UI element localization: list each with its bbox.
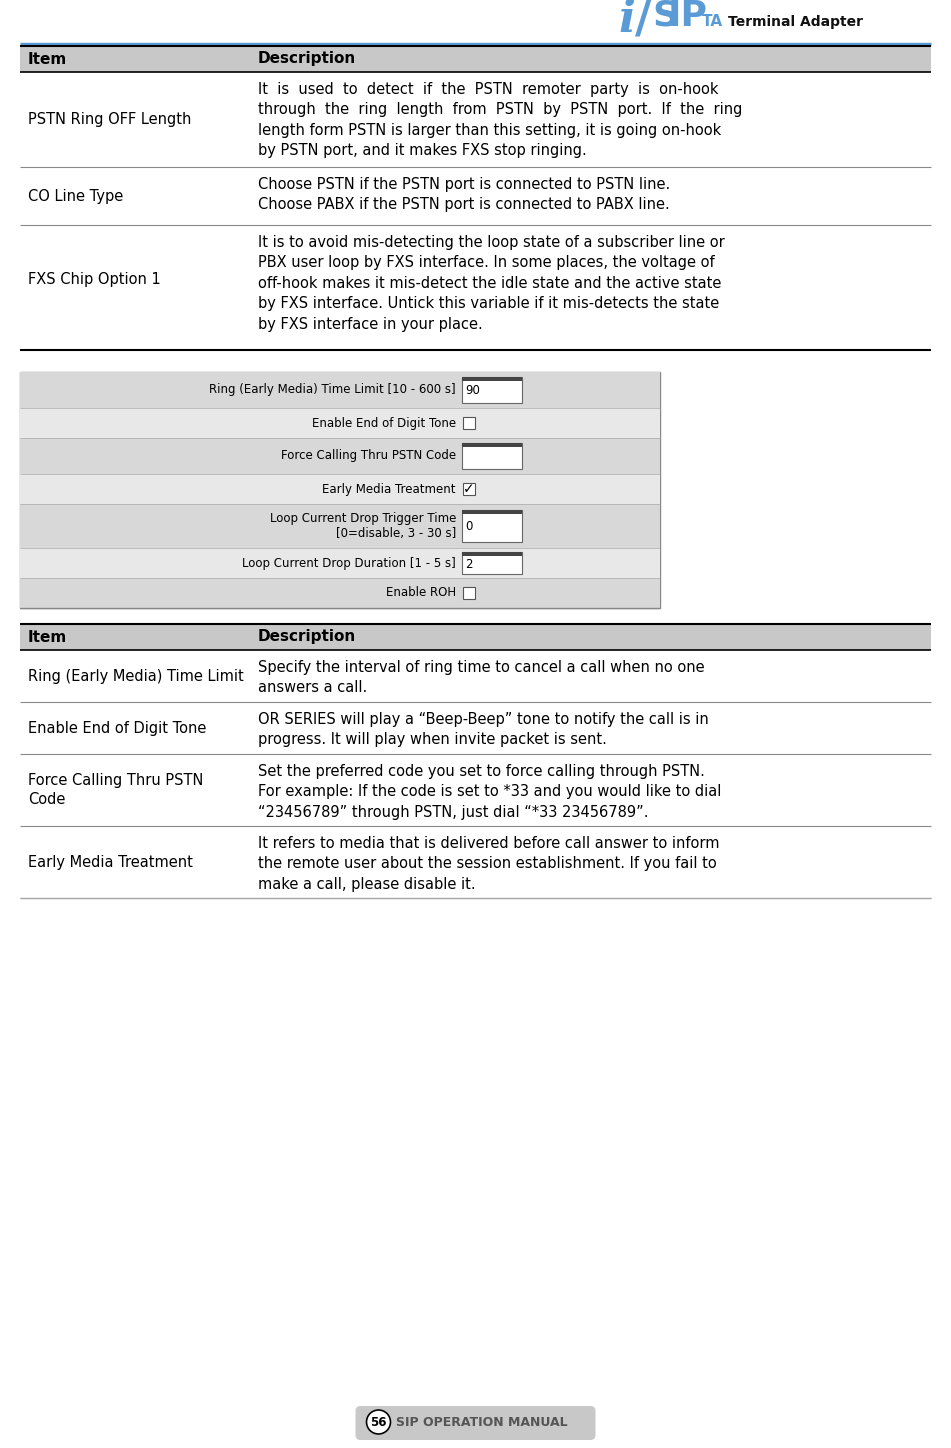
Bar [20, 547, 660, 578]
Bar [462, 510, 522, 514]
Text: CO Line Type: CO Line Type [28, 188, 124, 204]
Bar [20, 437, 660, 473]
Text: Terminal Adapter: Terminal Adapter [728, 14, 863, 29]
Text: IP: IP [668, 0, 708, 33]
Bar [462, 552, 522, 556]
Text: 0: 0 [465, 520, 473, 533]
Text: Loop Current Drop Duration [1 - 5 s]: Loop Current Drop Duration [1 - 5 s] [243, 556, 456, 569]
Bar [20, 72, 931, 167]
Text: OR SERIES will play a “Beep-Beep” tone to notify the call is in
progress. It wil: OR SERIES will play a “Beep-Beep” tone t… [258, 712, 708, 747]
Text: Set the preferred code you set to force calling through PSTN.
For example: If th: Set the preferred code you set to force … [258, 765, 722, 820]
Text: Ring (Early Media) Time Limit: Ring (Early Media) Time Limit [28, 669, 243, 683]
Bar [462, 376, 522, 403]
Text: Enable ROH: Enable ROH [386, 586, 456, 599]
Text: FXS Chip Option 1: FXS Chip Option 1 [28, 272, 161, 287]
FancyBboxPatch shape [356, 1406, 595, 1439]
Bar [463, 586, 475, 599]
Bar [20, 504, 660, 547]
Text: 90: 90 [465, 385, 480, 398]
Text: Enable End of Digit Tone: Enable End of Digit Tone [28, 721, 206, 736]
Bar [463, 417, 475, 429]
Text: It  is  used  to  detect  if  the  PSTN  remoter  party  is  on-hook
through  th: It is used to detect if the PSTN remoter… [258, 83, 743, 158]
Text: Early Media Treatment: Early Media Treatment [322, 482, 456, 495]
Text: Force Calling Thru PSTN
Code: Force Calling Thru PSTN Code [28, 773, 204, 807]
Bar [20, 624, 931, 650]
Text: Ring (Early Media) Time Limit [10 - 600 s]: Ring (Early Media) Time Limit [10 - 600 … [209, 384, 456, 397]
Text: Loop Current Drop Trigger Time
[0=disable, 3 - 30 s]: Loop Current Drop Trigger Time [0=disabl… [270, 513, 456, 540]
Text: Enable End of Digit Tone: Enable End of Digit Tone [312, 417, 456, 430]
Text: SIP OPERATION MANUAL: SIP OPERATION MANUAL [397, 1416, 568, 1429]
Bar [462, 443, 522, 447]
Text: ✓: ✓ [463, 482, 475, 497]
Text: S: S [652, 0, 678, 33]
Bar [20, 408, 660, 437]
Text: Force Calling Thru PSTN Code: Force Calling Thru PSTN Code [281, 449, 456, 462]
Bar [20, 825, 931, 898]
Text: Description: Description [258, 52, 357, 67]
Bar [462, 443, 522, 469]
Text: Specify the interval of ring time to cancel a call when no one
answers a call.: Specify the interval of ring time to can… [258, 660, 705, 695]
Bar [462, 376, 522, 381]
Bar [20, 372, 660, 608]
Bar [20, 167, 931, 224]
Text: i: i [618, 0, 635, 42]
Bar [20, 650, 931, 702]
Text: 2: 2 [465, 557, 473, 571]
Bar [20, 46, 931, 72]
Bar [462, 552, 522, 573]
Text: Item: Item [28, 52, 68, 67]
Bar [20, 473, 660, 504]
Bar [20, 224, 931, 350]
Text: TA: TA [702, 14, 723, 29]
Text: 56: 56 [370, 1416, 387, 1429]
Bar [20, 702, 931, 754]
Circle shape [366, 1410, 391, 1434]
Text: It is to avoid mis-detecting the loop state of a subscriber line or
PBX user loo: It is to avoid mis-detecting the loop st… [258, 235, 725, 332]
Bar [463, 484, 475, 495]
Text: It refers to media that is delivered before call answer to inform
the remote use: It refers to media that is delivered bef… [258, 835, 720, 892]
Bar [20, 754, 931, 825]
Text: Early Media Treatment: Early Media Treatment [28, 854, 193, 869]
Bar [20, 372, 660, 408]
Text: Choose PSTN if the PSTN port is connected to PSTN line.
Choose PABX if the PSTN : Choose PSTN if the PSTN port is connecte… [258, 177, 670, 213]
Text: Item: Item [28, 630, 68, 644]
Bar [462, 510, 522, 542]
Bar [20, 578, 660, 608]
Text: Description: Description [258, 630, 357, 644]
Text: /: / [635, 0, 651, 42]
Text: PSTN Ring OFF Length: PSTN Ring OFF Length [28, 111, 191, 127]
